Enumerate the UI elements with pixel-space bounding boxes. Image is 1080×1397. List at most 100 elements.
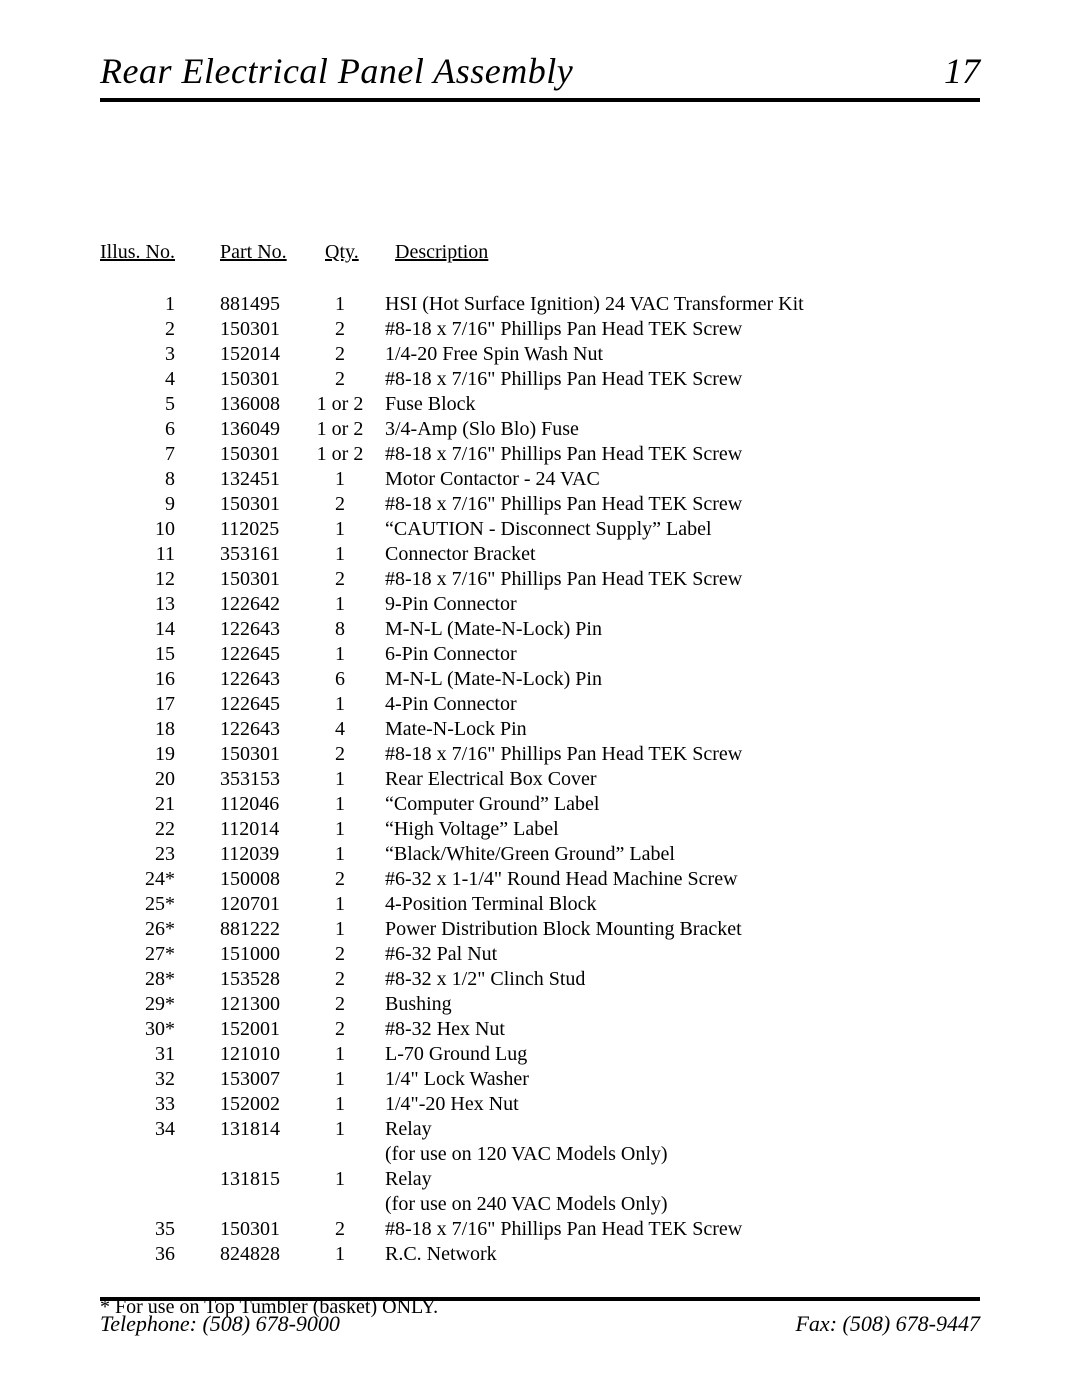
cell-description: M-N-L (Mate-N-Lock) Pin — [375, 667, 980, 692]
cell-qty: 1 — [305, 817, 375, 842]
table-row: (for use on 240 VAC Models Only) — [100, 1192, 980, 1217]
cell-qty: 2 — [305, 942, 375, 967]
table-row: 161226436M-N-L (Mate-N-Lock) Pin — [100, 667, 980, 692]
cell-illus: 33 — [100, 1092, 220, 1117]
cell-description: “CAUTION - Disconnect Supply” Label — [375, 517, 980, 542]
cell-description: M-N-L (Mate-N-Lock) Pin — [375, 617, 980, 642]
cell-description: #8-18 x 7/16" Phillips Pan Head TEK Scre… — [375, 367, 980, 392]
table-row: 221120141“High Voltage” Label — [100, 817, 980, 842]
cell-illus: 18 — [100, 717, 220, 742]
page-title: Rear Electrical Panel Assembly — [100, 50, 573, 92]
footer-fax: Fax: (508) 678-9447 — [795, 1311, 980, 1337]
page-number: 17 — [944, 50, 980, 92]
content-area: Illus. No. Part No. Qty. Description 188… — [100, 242, 980, 1317]
cell-part: 353161 — [220, 542, 305, 567]
cell-description: “Black/White/Green Ground” Label — [375, 842, 980, 867]
cell-part: 122642 — [220, 592, 305, 617]
table-row: 81324511Motor Contactor - 24 VAC — [100, 467, 980, 492]
cell-part: 150301 — [220, 1217, 305, 1242]
cell-qty: 1 or 2 — [305, 442, 375, 467]
cell-part — [220, 1192, 305, 1217]
cell-part: 152002 — [220, 1092, 305, 1117]
cell-illus: 26* — [100, 917, 220, 942]
table-row: 341318141Relay — [100, 1117, 980, 1142]
cell-illus: 22 — [100, 817, 220, 842]
cell-description: #8-18 x 7/16" Phillips Pan Head TEK Scre… — [375, 1217, 980, 1242]
cell-illus: 35 — [100, 1217, 220, 1242]
cell-part: 150301 — [220, 492, 305, 517]
cell-illus: 1 — [100, 292, 220, 317]
footer-telephone: Telephone: (508) 678-9000 — [100, 1311, 340, 1337]
cell-description: Fuse Block — [375, 392, 980, 417]
cell-part: 152001 — [220, 1017, 305, 1042]
cell-description: (for use on 240 VAC Models Only) — [375, 1192, 980, 1217]
table-row: 368248281R.C. Network — [100, 1242, 980, 1267]
cell-part: 150301 — [220, 442, 305, 467]
cell-illus — [100, 1167, 220, 1192]
cell-qty — [305, 1192, 375, 1217]
cell-illus: 9 — [100, 492, 220, 517]
cell-illus: 11 — [100, 542, 220, 567]
cell-description: Rear Electrical Box Cover — [375, 767, 980, 792]
cell-part: 120701 — [220, 892, 305, 917]
cell-part: 150301 — [220, 567, 305, 592]
cell-part: 121010 — [220, 1042, 305, 1067]
table-row: 211120461“Computer Ground” Label — [100, 792, 980, 817]
cell-qty: 1 — [305, 642, 375, 667]
table-row: 29*1213002Bushing — [100, 992, 980, 1017]
cell-illus: 29* — [100, 992, 220, 1017]
cell-description: 9-Pin Connector — [375, 592, 980, 617]
cell-part: 131815 — [220, 1167, 305, 1192]
cell-qty: 1 — [305, 292, 375, 317]
table-row: 121503012#8-18 x 7/16" Phillips Pan Head… — [100, 567, 980, 592]
column-header-qty: Qty. — [325, 241, 359, 263]
page-footer: Telephone: (508) 678-9000 Fax: (508) 678… — [100, 1297, 980, 1337]
cell-qty: 6 — [305, 667, 375, 692]
cell-part: 150301 — [220, 742, 305, 767]
cell-qty: 1 — [305, 767, 375, 792]
cell-qty: 2 — [305, 742, 375, 767]
cell-description: (for use on 120 VAC Models Only) — [375, 1142, 980, 1167]
cell-part: 112014 — [220, 817, 305, 842]
cell-qty: 1 — [305, 792, 375, 817]
table-row: 113531611Connector Bracket — [100, 542, 980, 567]
cell-qty: 1 — [305, 1117, 375, 1142]
cell-illus: 7 — [100, 442, 220, 467]
cell-part — [220, 1142, 305, 1167]
table-row: 101120251“CAUTION - Disconnect Supply” L… — [100, 517, 980, 542]
table-row: 1512264516-Pin Connector — [100, 642, 980, 667]
cell-illus: 13 — [100, 592, 220, 617]
cell-qty: 1 — [305, 467, 375, 492]
cell-part: 881222 — [220, 917, 305, 942]
table-row: 315201421/4-20 Free Spin Wash Nut — [100, 342, 980, 367]
cell-description: #6-32 x 1-1/4" Round Head Machine Screw — [375, 867, 980, 892]
cell-part: 151000 — [220, 942, 305, 967]
cell-qty: 1 or 2 — [305, 417, 375, 442]
cell-illus: 25* — [100, 892, 220, 917]
cell-illus: 24* — [100, 867, 220, 892]
cell-qty: 2 — [305, 867, 375, 892]
cell-qty: 1 or 2 — [305, 392, 375, 417]
cell-qty: 1 — [305, 1042, 375, 1067]
table-row: 181226434Mate-N-Lock Pin — [100, 717, 980, 742]
cell-description: #8-18 x 7/16" Phillips Pan Head TEK Scre… — [375, 567, 980, 592]
cell-description: “High Voltage” Label — [375, 817, 980, 842]
column-headers: Illus. No. Part No. Qty. Description — [100, 242, 980, 262]
cell-qty: 1 — [305, 1242, 375, 1267]
cell-illus: 3 — [100, 342, 220, 367]
table-row: (for use on 120 VAC Models Only) — [100, 1142, 980, 1167]
cell-illus: 31 — [100, 1042, 220, 1067]
table-row: 25*12070114-Position Terminal Block — [100, 892, 980, 917]
column-header-description: Description — [395, 241, 488, 263]
cell-illus: 4 — [100, 367, 220, 392]
table-row: 1318151Relay — [100, 1167, 980, 1192]
cell-description: #8-18 x 7/16" Phillips Pan Head TEK Scre… — [375, 492, 980, 517]
cell-part: 824828 — [220, 1242, 305, 1267]
table-row: 28*1535282#8-32 x 1/2" Clinch Stud — [100, 967, 980, 992]
cell-description: 1/4-20 Free Spin Wash Nut — [375, 342, 980, 367]
cell-illus: 8 — [100, 467, 220, 492]
cell-qty: 1 — [305, 917, 375, 942]
cell-qty: 2 — [305, 342, 375, 367]
cell-illus — [100, 1192, 220, 1217]
cell-description: #6-32 Pal Nut — [375, 942, 980, 967]
